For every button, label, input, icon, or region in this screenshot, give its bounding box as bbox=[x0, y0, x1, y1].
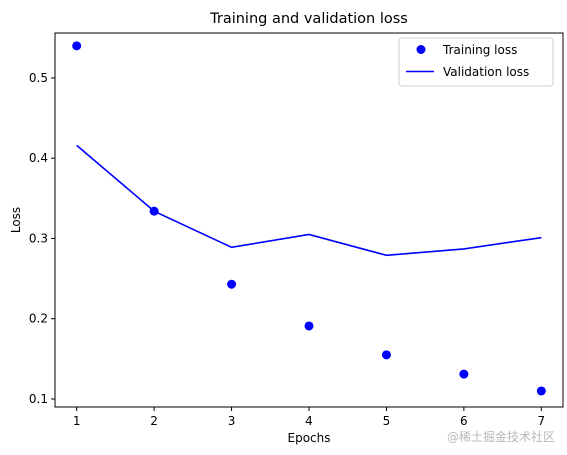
y-tick-label: 0.2 bbox=[29, 312, 48, 326]
y-tick-label: 0.5 bbox=[29, 71, 48, 85]
data-point-training-loss bbox=[536, 386, 546, 396]
x-tick-label: 5 bbox=[383, 414, 391, 428]
x-axis-ticks: 1 2 3 4 5 6 7 bbox=[73, 407, 545, 428]
legend-label-validation-loss: Validation loss bbox=[443, 65, 529, 79]
x-tick-label: 4 bbox=[305, 414, 313, 428]
y-tick-label: 0.1 bbox=[29, 392, 48, 406]
y-tick-label: 0.4 bbox=[29, 151, 48, 165]
legend-box bbox=[398, 37, 554, 87]
data-point-training-loss bbox=[304, 321, 314, 331]
series-layer bbox=[72, 41, 546, 396]
plot-area bbox=[54, 32, 564, 408]
x-tick-label: 2 bbox=[150, 414, 158, 428]
legend: Training loss Validation loss bbox=[398, 37, 554, 87]
x-tick-label: 6 bbox=[460, 414, 468, 428]
x-tick-label: 7 bbox=[537, 414, 545, 428]
data-point-training-loss bbox=[459, 369, 469, 379]
x-axis-label: Epochs bbox=[288, 431, 331, 445]
legend-label-training-loss: Training loss bbox=[442, 43, 517, 57]
y-axis-label: Loss bbox=[9, 207, 23, 233]
data-point-training-loss bbox=[381, 350, 391, 360]
series-line-validation-loss bbox=[76, 144, 542, 257]
x-tick-label: 3 bbox=[228, 414, 236, 428]
y-tick-label: 0.3 bbox=[29, 231, 48, 245]
data-point-training-loss bbox=[72, 41, 82, 51]
chart-title: Training and validation loss bbox=[209, 11, 408, 27]
x-tick-label: 1 bbox=[73, 414, 81, 428]
y-axis-ticks: 0.1 0.2 0.3 0.4 0.5 bbox=[29, 71, 55, 406]
watermark-text: @稀土掘金技术社区 bbox=[446, 430, 555, 444]
data-point-training-loss bbox=[227, 279, 237, 289]
legend-marker-training-loss bbox=[416, 45, 426, 54]
